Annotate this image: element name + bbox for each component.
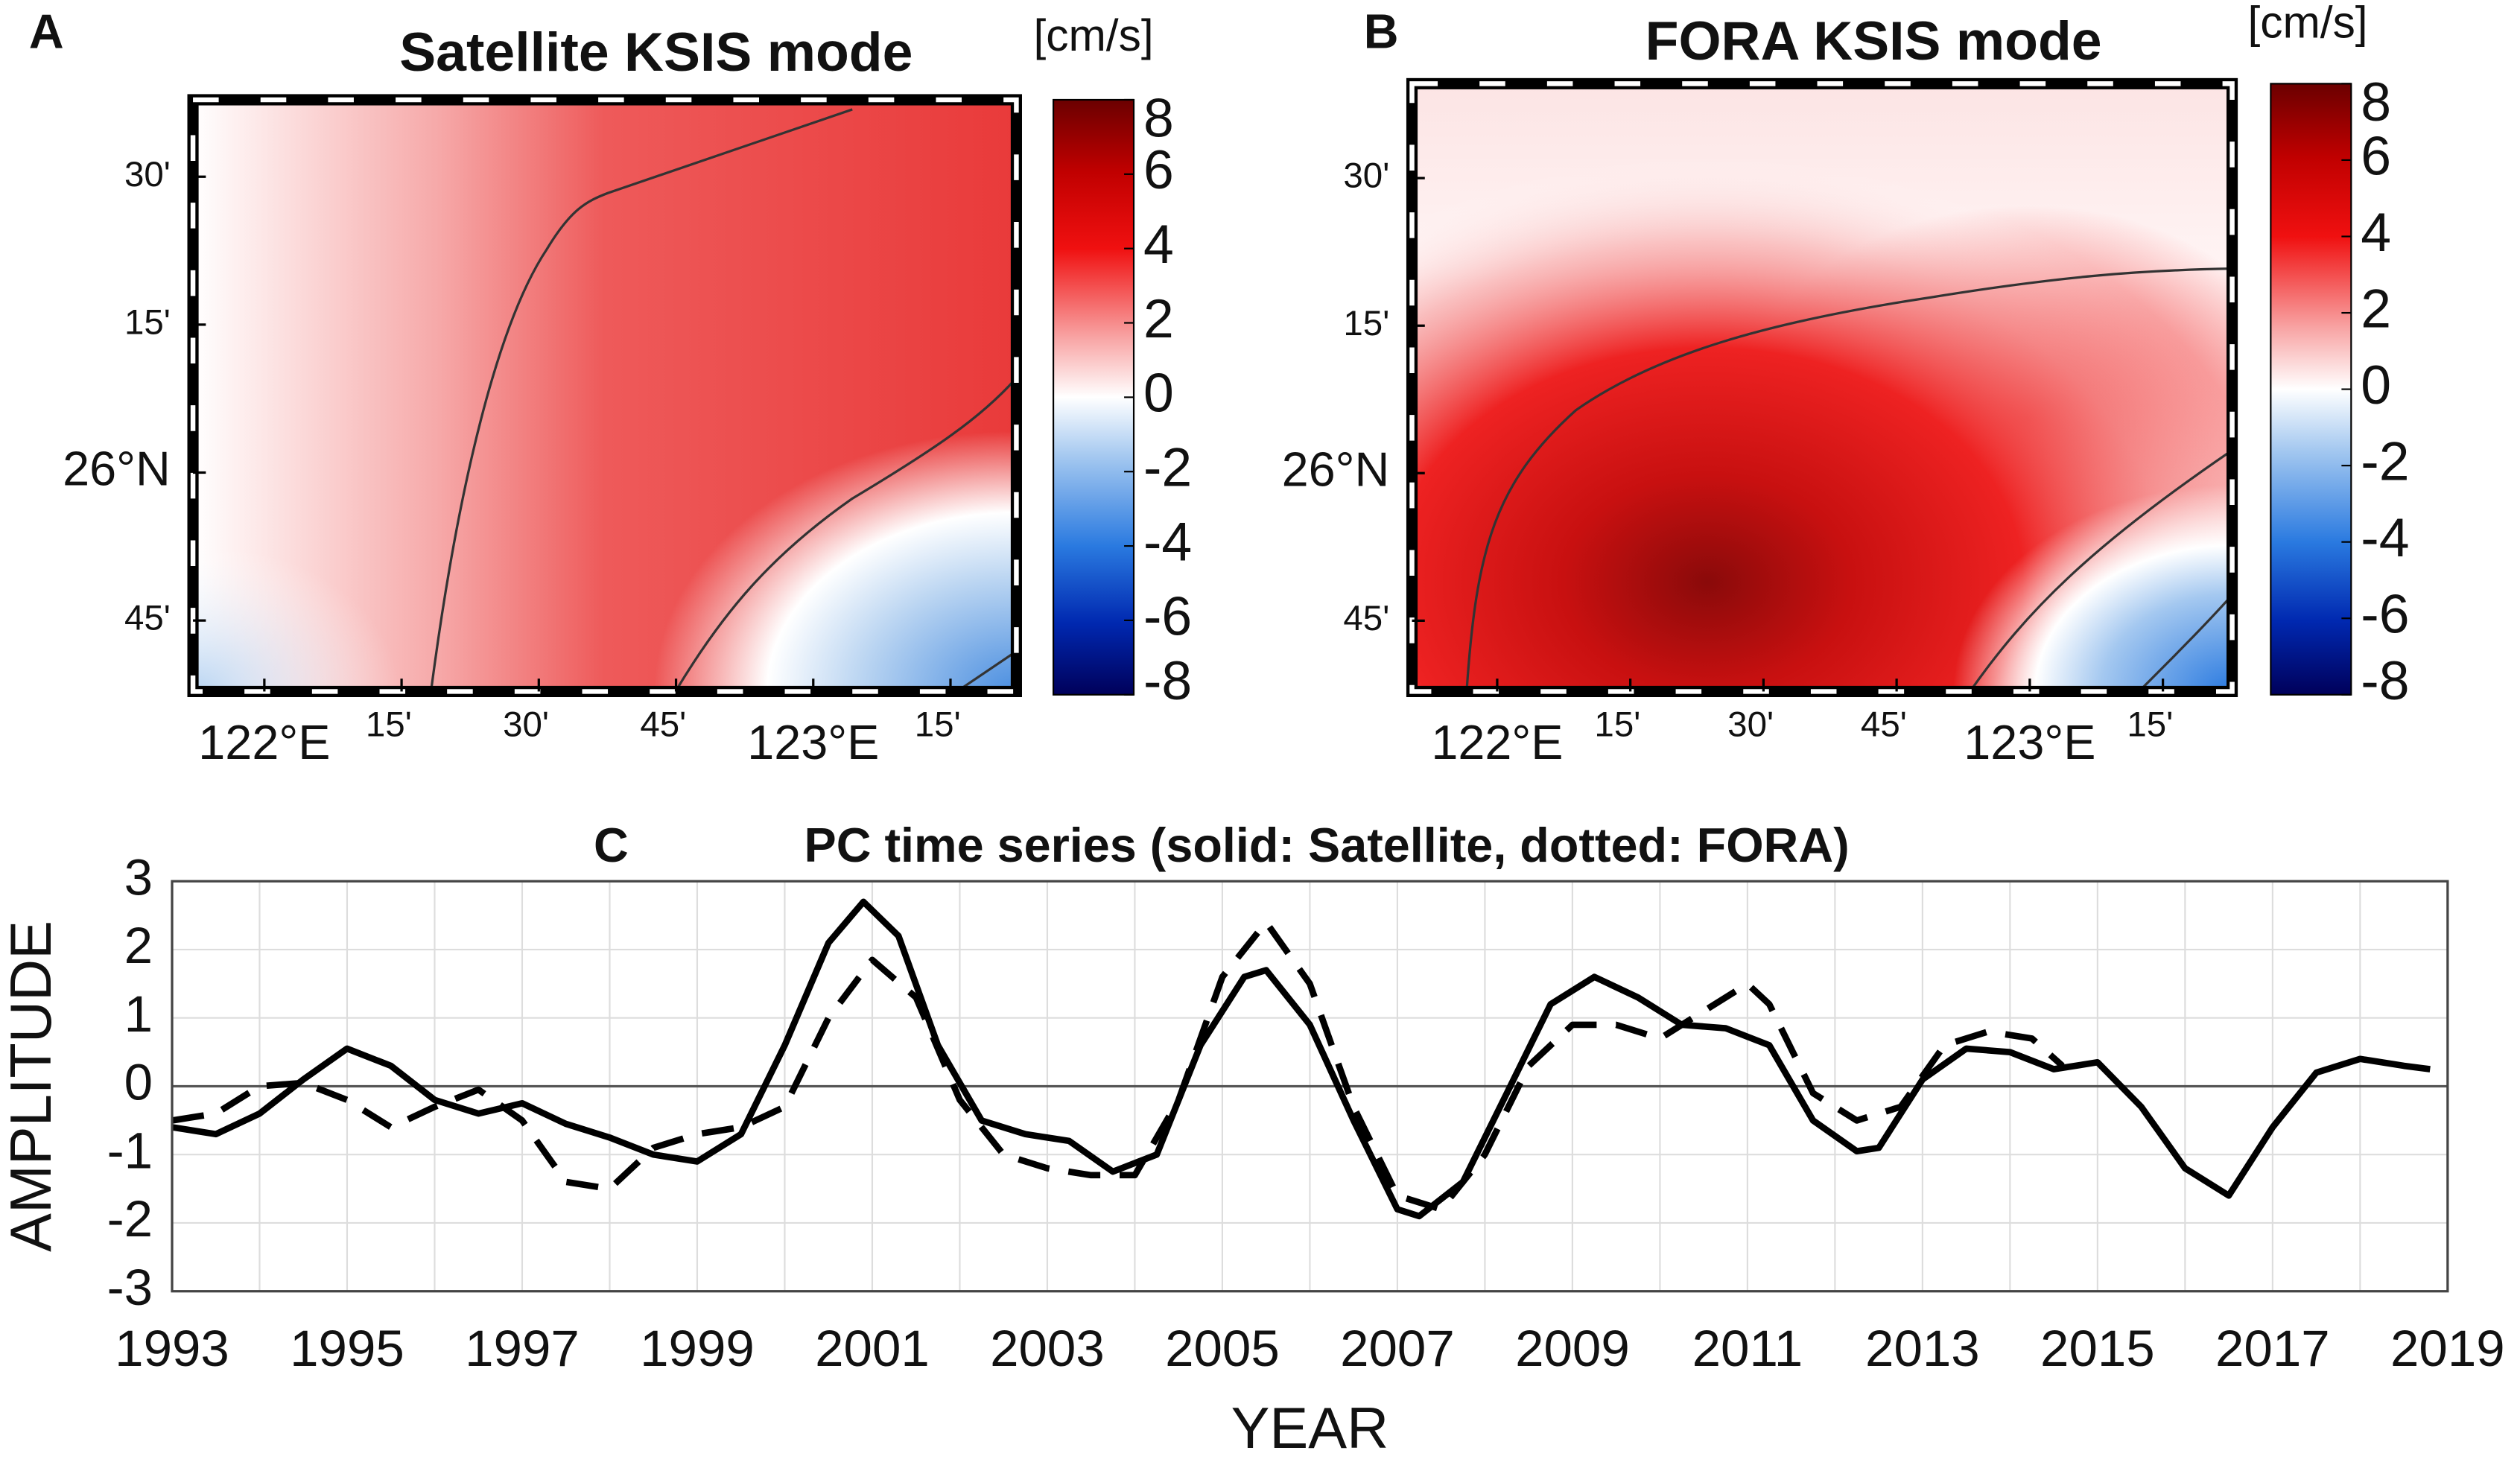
panel-label: C [594, 818, 629, 872]
x-tick-label: 15' [2127, 705, 2173, 744]
colorbar-tick-label: 4 [1143, 214, 1174, 275]
colorbar-tick-label: -4 [2361, 507, 2409, 568]
y-tick-label: 15' [124, 302, 171, 342]
x-tick-label: 2015 [2040, 1319, 2155, 1377]
y-tick-label: 0 [124, 1053, 153, 1111]
y-tick-label: 30' [124, 155, 171, 194]
plot-frame [171, 880, 2449, 1293]
map-frame-dash [1409, 81, 2235, 694]
colorbar-tick-label: -6 [1143, 585, 1192, 646]
colorbar-tick-label: -4 [1143, 511, 1192, 572]
y-axis-label: AMPLITUDE [0, 921, 63, 1252]
y-tick-label: -1 [107, 1121, 153, 1179]
x-tick-label: 123°E [747, 715, 879, 769]
x-tick-label: 2011 [1692, 1319, 1803, 1377]
y-tick-label: 2 [124, 916, 153, 974]
colorbar-label: [cm/s] [1033, 10, 1153, 60]
colorbar-tick-label: -2 [2361, 431, 2409, 492]
y-tick-label: 15' [1343, 304, 1389, 343]
colorbar [2270, 83, 2352, 696]
panel-label: A [29, 4, 64, 59]
y-tick-label: 45' [124, 599, 171, 638]
colorbar-tick-label: -8 [2361, 650, 2409, 711]
x-tick-label: 15' [366, 705, 412, 744]
y-tick-label: 45' [1343, 599, 1389, 638]
colorbar-tick-label: 4 [2361, 202, 2391, 263]
map-frame-dash [190, 97, 1019, 694]
x-tick-label: 2001 [815, 1319, 930, 1377]
x-tick-label: 2019 [2390, 1319, 2505, 1377]
y-tick-label: -3 [107, 1258, 153, 1316]
colorbar [1053, 98, 1135, 696]
x-tick-label: 45' [1861, 705, 1907, 744]
x-tick-label: 2005 [1165, 1319, 1280, 1377]
colorbar-tick-label: 0 [1143, 363, 1174, 424]
y-tick-label: 3 [124, 848, 153, 906]
colorbar-tick-label: -6 [2361, 584, 2409, 645]
x-tick-label: 2003 [990, 1319, 1105, 1377]
field-b [1412, 83, 2232, 692]
colorbar-tick-label: -2 [1143, 437, 1192, 498]
panel-label: B [1364, 4, 1399, 59]
x-tick-label: 30' [1727, 705, 1774, 744]
x-tick-label: 123°E [1964, 715, 2095, 769]
x-tick-label: 1997 [465, 1319, 580, 1377]
x-tick-label: 122°E [198, 715, 330, 769]
series-line [171, 918, 2065, 1213]
x-tick-label: 2017 [2215, 1319, 2330, 1377]
x-tick-label: 122°E [1431, 715, 1563, 769]
y-tick-label: 30' [1343, 156, 1389, 196]
x-tick-label: 1993 [115, 1319, 229, 1377]
panel-title: FORA KSIS mode [1645, 10, 2102, 71]
y-tick-label: 26°N [63, 442, 171, 496]
colorbar-tick-label: 8 [1143, 88, 1174, 149]
panel-title: PC time series (solid: Satellite, dotted… [804, 818, 1850, 872]
field-a [193, 99, 1017, 692]
x-tick-label: 2013 [1865, 1319, 1980, 1377]
colorbar-tick-label: 0 [2361, 355, 2391, 416]
series-line [171, 898, 2431, 1220]
x-tick-label: 2007 [1340, 1319, 1455, 1377]
colorbar-tick-label: 2 [2361, 278, 2391, 339]
panel-title: Satellite KSIS mode [399, 22, 913, 83]
colorbar-tick-label: 8 [2361, 71, 2391, 133]
y-tick-label: 1 [124, 985, 153, 1043]
x-tick-label: 2009 [1515, 1319, 1630, 1377]
x-tick-label: 30' [503, 705, 549, 744]
y-tick-label: 26°N [1282, 442, 1390, 496]
colorbar-tick-label: 2 [1143, 288, 1174, 349]
x-tick-label: 15' [915, 705, 961, 744]
colorbar-tick-label: 6 [1143, 139, 1174, 200]
colorbar-tick-label: -8 [1143, 650, 1192, 711]
colorbar-label: [cm/s] [2247, 0, 2367, 48]
x-tick-label: 1995 [290, 1319, 404, 1377]
x-tick-label: 45' [640, 705, 686, 744]
x-axis-label: YEAR [1231, 1396, 1389, 1461]
x-tick-label: 15' [1594, 705, 1640, 744]
colorbar-tick-label: 6 [2361, 125, 2391, 186]
y-tick-label: -2 [107, 1189, 153, 1248]
x-tick-label: 1999 [640, 1319, 755, 1377]
